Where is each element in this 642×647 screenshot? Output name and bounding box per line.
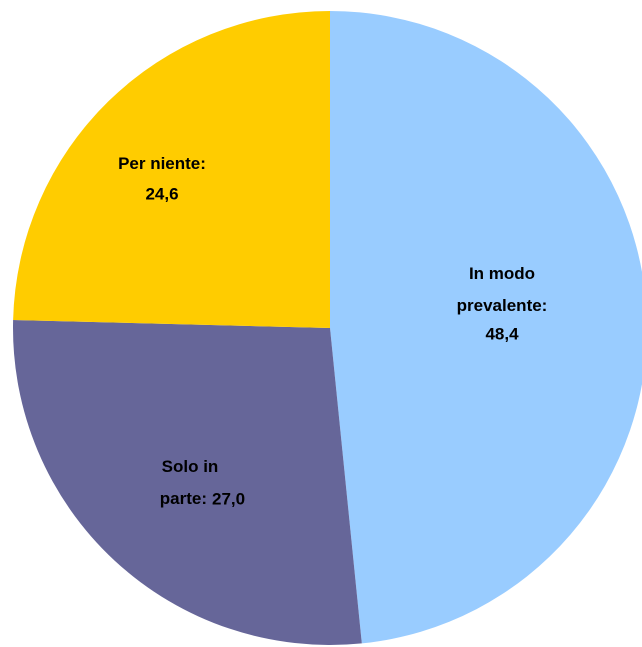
- slice-value: 48,4: [485, 324, 519, 343]
- pie-slice: [13, 11, 331, 328]
- pie-slice: [330, 11, 642, 644]
- slice-label: In modo prevalente:: [457, 264, 548, 315]
- slice-label: Per niente:: [118, 154, 206, 173]
- slice-label: Solo in parte:: [160, 457, 219, 508]
- slice-value: 27,0: [212, 489, 245, 508]
- slice-value: 24,6: [145, 184, 178, 203]
- pie-slice: [12, 320, 362, 645]
